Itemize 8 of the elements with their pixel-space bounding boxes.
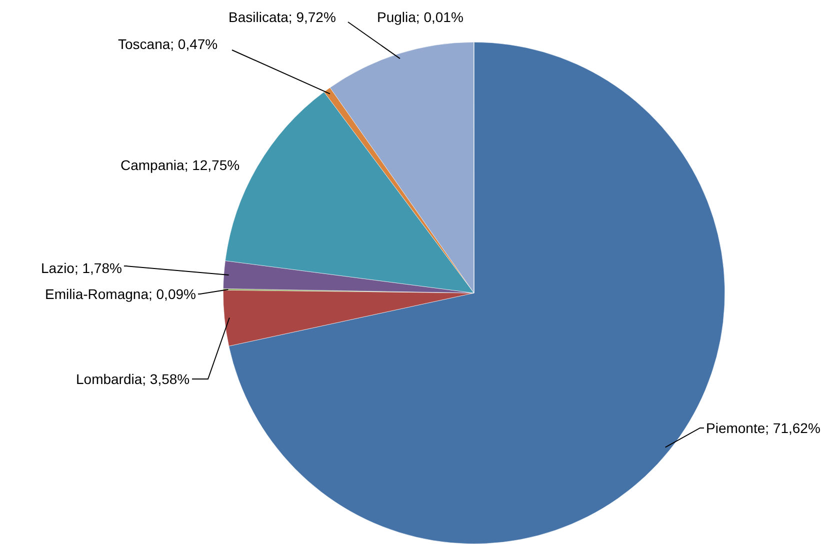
slice-label: Emilia-Romagna; 0,09% xyxy=(45,284,196,304)
slice-label: Puglia; 0,01% xyxy=(377,8,464,27)
slice-label: Campania; 12,75% xyxy=(120,156,240,175)
slice-label: Basilicata; 9,72% xyxy=(228,8,336,26)
slice-label: Piemonte; 71,62% xyxy=(706,418,820,438)
slice-label: Toscana; 0,47% xyxy=(118,34,218,54)
slice-label: Lombardia; 3,58% xyxy=(76,370,190,388)
slice-label: Lazio; 1,78% xyxy=(41,258,122,278)
